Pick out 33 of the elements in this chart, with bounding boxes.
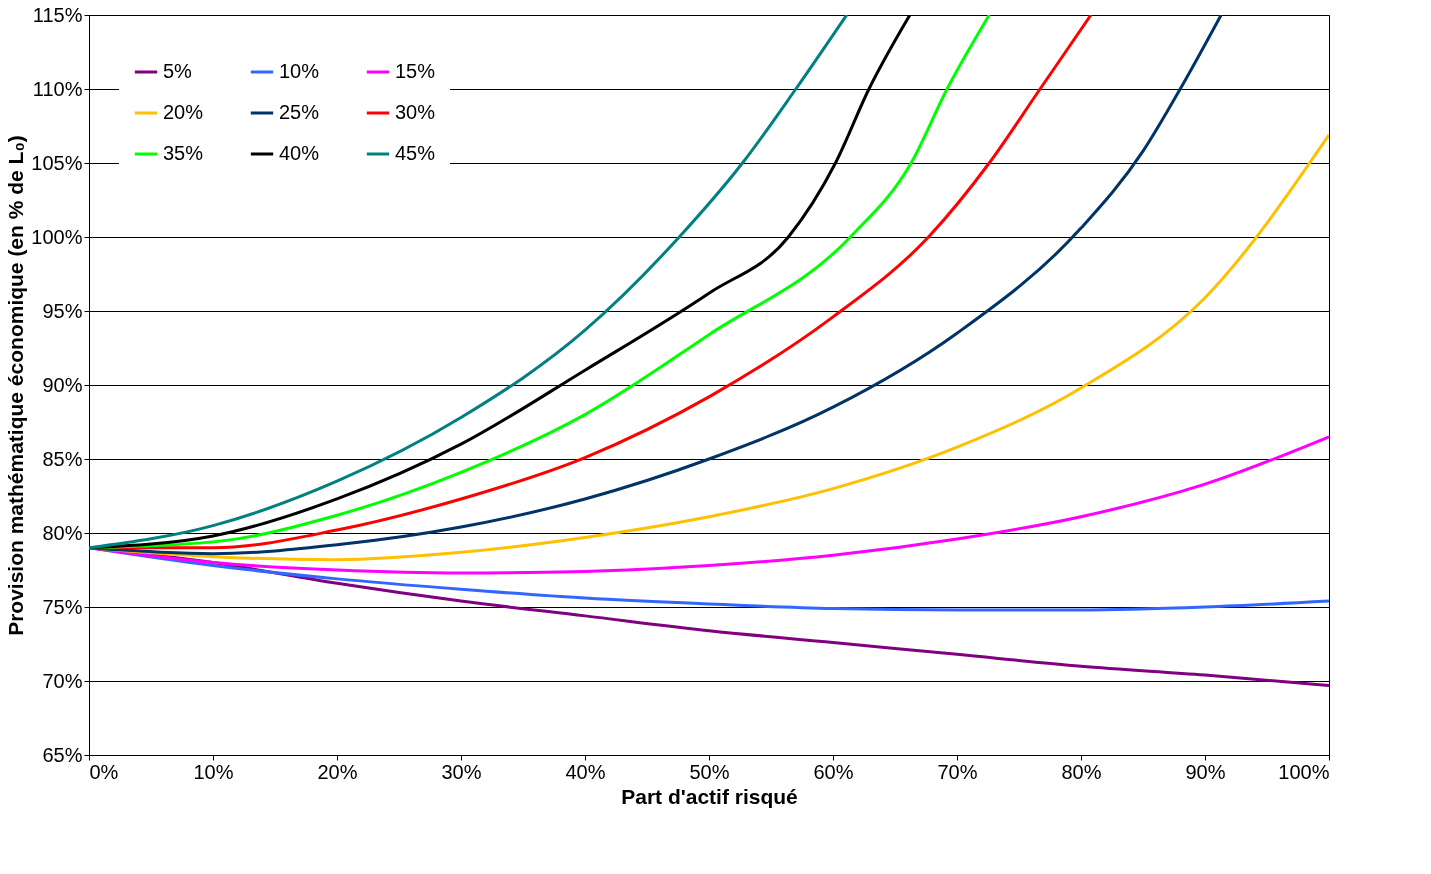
y-tick-label: 105%	[31, 151, 83, 174]
x-tick-label: 50%	[689, 760, 730, 783]
legend-label: 30%	[395, 101, 436, 123]
legend-label: 20%	[163, 101, 204, 123]
x-tick-label: 40%	[565, 760, 606, 783]
x-tick-label: 100%	[1278, 760, 1330, 783]
x-tick-label: 20%	[317, 760, 358, 783]
y-axis-title: Provision mathématique économique (en % de L₀)	[4, 135, 28, 636]
y-tick-label: 110%	[32, 77, 83, 100]
x-tick-label: 30%	[441, 760, 482, 783]
y-tick-label: 70%	[42, 669, 83, 692]
legend-label: 40%	[279, 142, 320, 164]
y-tick-label: 100%	[31, 225, 83, 248]
y-tick-label: 80%	[42, 521, 83, 544]
x-tick-label: 0%	[89, 760, 119, 783]
legend-label: 35%	[163, 142, 204, 164]
y-tick-label: 95%	[42, 299, 83, 322]
y-tick-label: 115%	[32, 3, 83, 26]
legend-label: 5%	[163, 60, 193, 82]
legend-label: 25%	[279, 101, 320, 123]
x-tick-label: 80%	[1061, 760, 1102, 783]
legend-label: 10%	[279, 60, 320, 82]
legend-label: 15%	[395, 60, 436, 82]
x-axis-title: Part d'actif risqué	[621, 784, 798, 808]
x-tick-label: 60%	[813, 760, 854, 783]
y-tick-label: 75%	[42, 595, 83, 618]
y-tick-label: 85%	[42, 447, 83, 470]
x-tick-label: 70%	[937, 760, 978, 783]
x-tick-label: 10%	[193, 760, 234, 783]
y-tick-label: 65%	[42, 743, 83, 766]
legend-label: 45%	[395, 142, 436, 164]
y-tick-label: 90%	[42, 373, 83, 396]
x-tick-label: 90%	[1185, 760, 1226, 783]
